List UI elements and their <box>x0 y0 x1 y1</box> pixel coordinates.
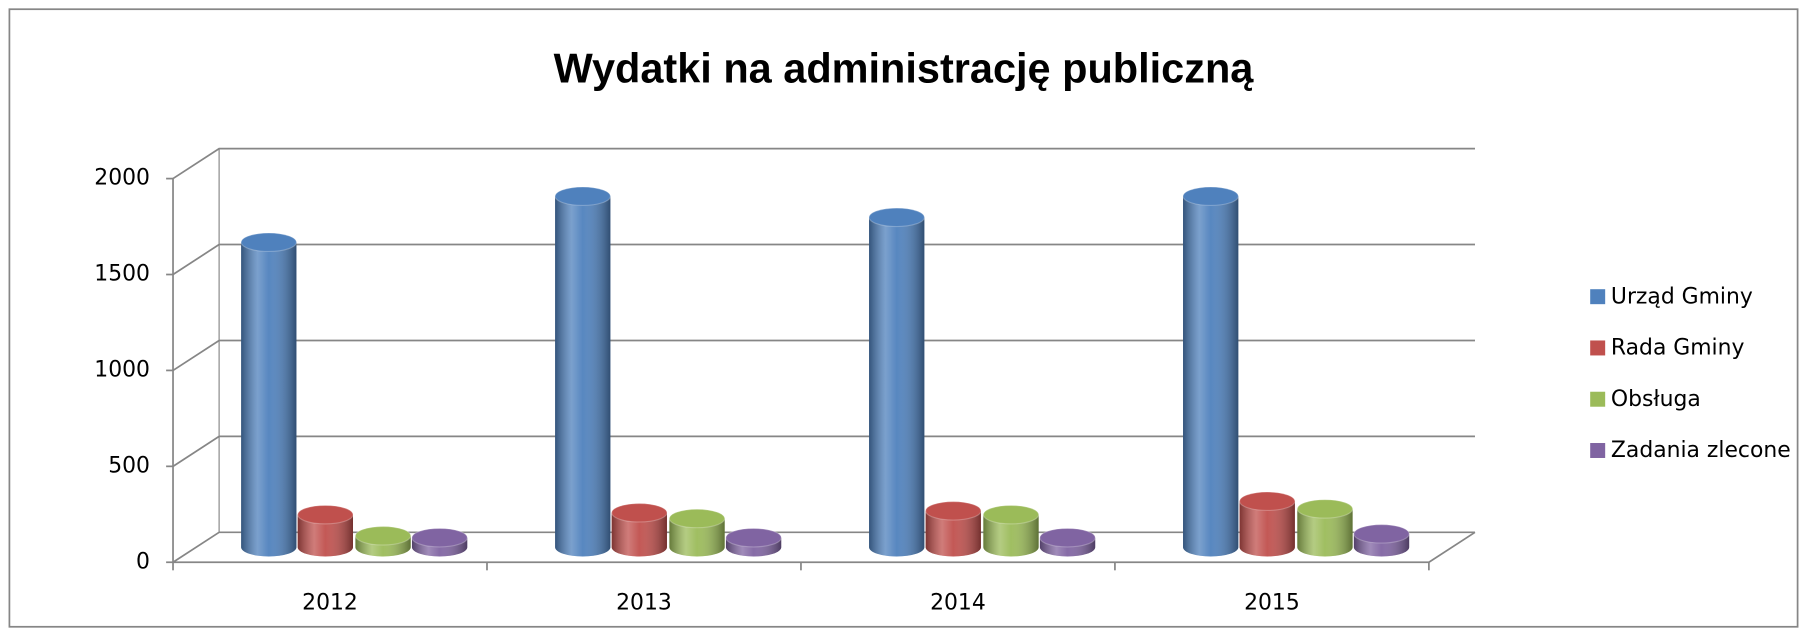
legend-label: Rada Gminy <box>1611 336 1745 361</box>
bar-top <box>982 504 1040 525</box>
bar-shading <box>869 217 925 557</box>
bar-shading <box>1239 501 1295 557</box>
bar-top <box>411 527 468 548</box>
bar-top <box>297 504 354 525</box>
legend-swatch <box>1590 289 1606 305</box>
bar-top <box>1239 491 1296 512</box>
y-tick-label: 1000 <box>94 357 150 382</box>
bar-shading <box>669 518 725 557</box>
bar-top <box>925 501 982 521</box>
x-tick-label: 2012 <box>302 591 358 616</box>
y-tick-label: 500 <box>108 453 150 478</box>
bar-top <box>868 207 925 228</box>
grid-line <box>172 243 1475 276</box>
y-tick-label: 2000 <box>94 166 150 191</box>
y-tick-label: 0 <box>136 549 150 574</box>
legend-swatch <box>1590 443 1606 458</box>
bar-top <box>240 232 298 253</box>
legend-label: Obsługa <box>1611 387 1701 412</box>
grid-line <box>172 147 1475 180</box>
grid-line <box>172 435 1475 468</box>
legend-label: Urząd Gminy <box>1611 284 1753 309</box>
grid-line <box>172 339 1475 372</box>
bar-shading <box>611 512 667 557</box>
bar-shading <box>555 196 611 557</box>
bar-shading <box>925 510 981 557</box>
bar-top <box>1296 499 1354 519</box>
legend-swatch <box>1590 391 1606 407</box>
bar-top <box>1039 527 1096 548</box>
bar-shading <box>1297 508 1353 557</box>
bar-shading <box>983 514 1039 557</box>
bar-top <box>354 525 412 546</box>
bar-top <box>725 527 782 548</box>
bar-top <box>1353 524 1410 544</box>
chart-title: Wydatki na administrację publiczną <box>554 44 1255 91</box>
x-tick-label: 2015 <box>1244 591 1300 616</box>
bar-top <box>554 186 611 207</box>
bar-top <box>668 508 726 529</box>
bar-top <box>1182 186 1239 207</box>
legend-swatch <box>1590 340 1606 356</box>
x-tick-label: 2013 <box>616 591 672 616</box>
legend-label: Zadania zlecone <box>1611 438 1791 463</box>
x-tick-label: 2014 <box>930 591 986 616</box>
bar-top <box>611 502 668 523</box>
plot-area: 0 500 1000 1500 2000 2012 2013 2014 2015 Urząd Gm… <box>94 147 1791 616</box>
y-tick-label: 1500 <box>94 262 150 287</box>
bar-shading <box>1183 196 1239 557</box>
bar-shading <box>297 514 353 557</box>
bar-shading <box>241 242 297 557</box>
